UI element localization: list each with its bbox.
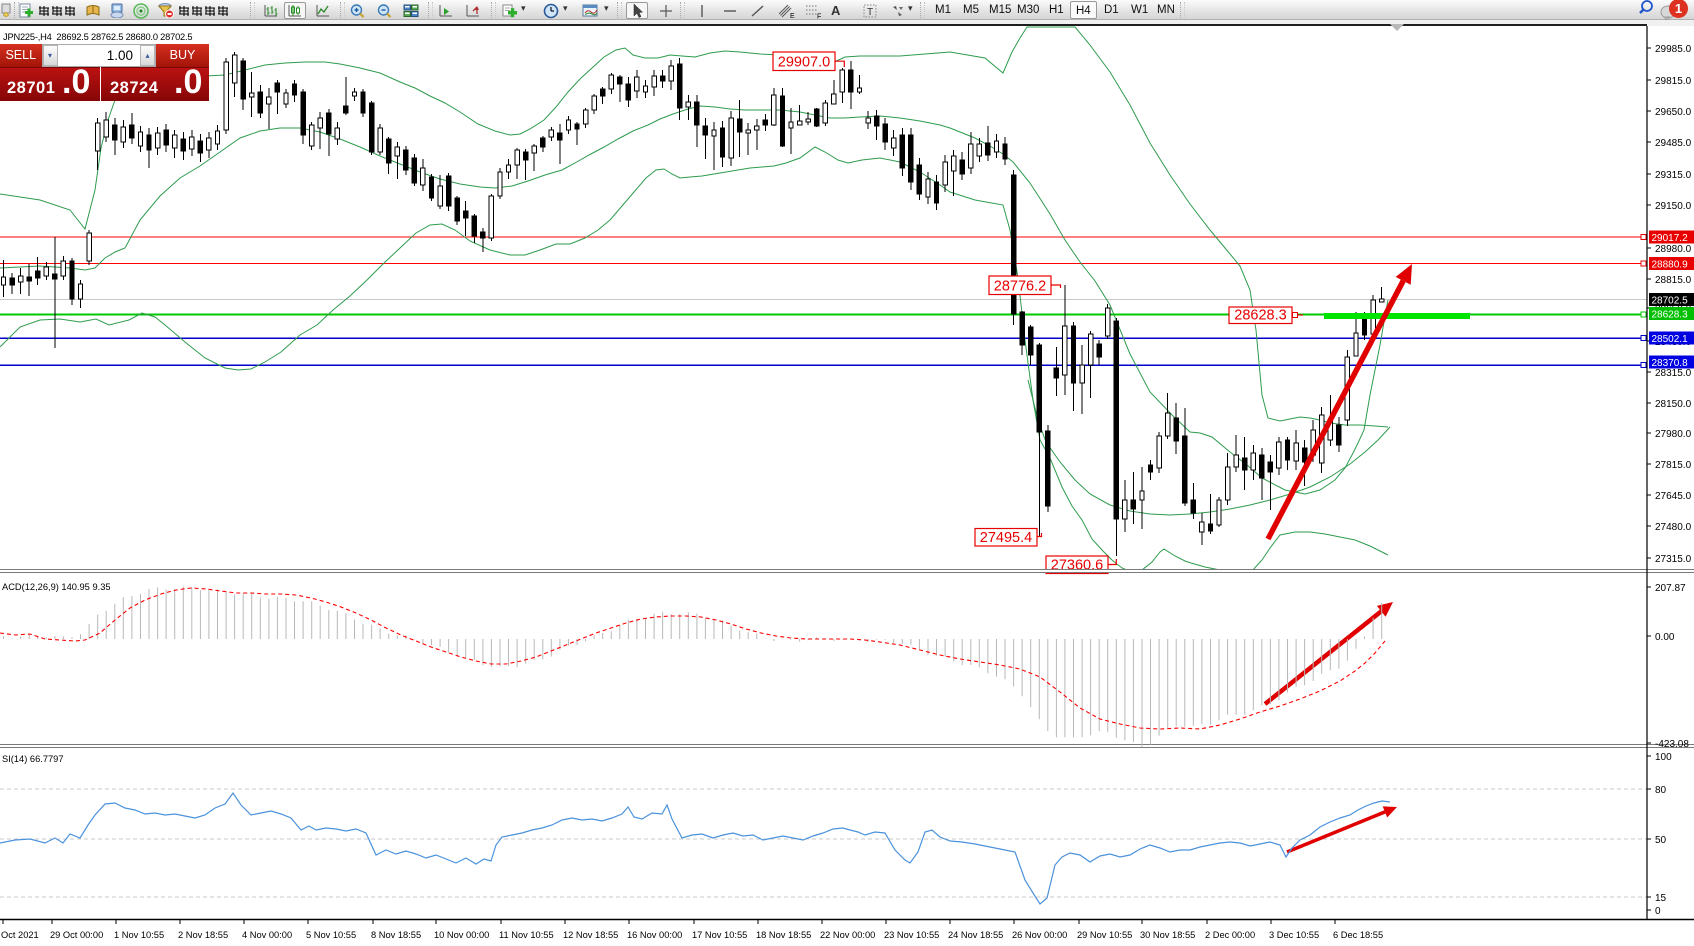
svg-text:28628.3: 28628.3 bbox=[1234, 308, 1286, 324]
svg-text:29 Oct 00:00: 29 Oct 00:00 bbox=[50, 930, 103, 940]
svg-text:17 Nov 10:55: 17 Nov 10:55 bbox=[692, 930, 747, 940]
svg-text:0: 0 bbox=[1655, 906, 1661, 917]
svg-text:2 Dec 00:00: 2 Dec 00:00 bbox=[1205, 930, 1255, 940]
svg-text:26 Nov 00:00: 26 Nov 00:00 bbox=[1012, 930, 1067, 940]
svg-text:F: F bbox=[817, 13, 821, 19]
svg-text:80: 80 bbox=[1655, 785, 1667, 796]
svg-text:4 Nov 00:00: 4 Nov 00:00 bbox=[242, 930, 292, 940]
svg-text:28776.2: 28776.2 bbox=[994, 279, 1046, 295]
svg-text:1 Nov 10:55: 1 Nov 10:55 bbox=[114, 930, 164, 940]
svg-text:28980.0: 28980.0 bbox=[1655, 244, 1692, 255]
svg-text:29150.0: 29150.0 bbox=[1655, 201, 1692, 212]
svg-text:29985.0: 29985.0 bbox=[1655, 44, 1692, 55]
svg-text:50: 50 bbox=[1655, 835, 1667, 846]
svg-text:SI(14) 66.7797: SI(14) 66.7797 bbox=[2, 754, 64, 764]
svg-text:16 Nov 00:00: 16 Nov 00:00 bbox=[627, 930, 682, 940]
svg-text:2 Nov 18:55: 2 Nov 18:55 bbox=[178, 930, 228, 940]
svg-text:22 Nov 00:00: 22 Nov 00:00 bbox=[820, 930, 875, 940]
svg-text:27480.0: 27480.0 bbox=[1655, 522, 1692, 533]
svg-text:27645.0: 27645.0 bbox=[1655, 491, 1692, 502]
svg-text:28502.1: 28502.1 bbox=[1652, 334, 1689, 345]
svg-text:27315.0: 27315.0 bbox=[1655, 554, 1692, 565]
svg-text:Oct 2021: Oct 2021 bbox=[1, 930, 39, 940]
svg-text:8 Nov 18:55: 8 Nov 18:55 bbox=[371, 930, 421, 940]
svg-text:18 Nov 18:55: 18 Nov 18:55 bbox=[756, 930, 811, 940]
svg-text:28150.0: 28150.0 bbox=[1655, 399, 1692, 410]
svg-text:29815.0: 29815.0 bbox=[1655, 76, 1692, 87]
svg-text:27815.0: 27815.0 bbox=[1655, 460, 1692, 471]
svg-text:12 Nov 18:55: 12 Nov 18:55 bbox=[563, 930, 618, 940]
svg-text:29315.0: 29315.0 bbox=[1655, 170, 1692, 181]
svg-text:28702.5: 28702.5 bbox=[1652, 296, 1689, 307]
svg-text:15: 15 bbox=[1655, 893, 1667, 904]
svg-text:28880.9: 28880.9 bbox=[1652, 260, 1689, 271]
svg-text:28315.0: 28315.0 bbox=[1655, 368, 1692, 379]
svg-text:0.00: 0.00 bbox=[1655, 632, 1675, 643]
svg-text:29 Nov 10:55: 29 Nov 10:55 bbox=[1077, 930, 1132, 940]
svg-text:27495.4: 27495.4 bbox=[980, 530, 1032, 546]
svg-text:24 Nov 18:55: 24 Nov 18:55 bbox=[948, 930, 1003, 940]
svg-text:29485.0: 29485.0 bbox=[1655, 138, 1692, 149]
svg-text:10 Nov 00:00: 10 Nov 00:00 bbox=[434, 930, 489, 940]
svg-text:29907.0: 29907.0 bbox=[778, 55, 830, 71]
svg-text:27980.0: 27980.0 bbox=[1655, 429, 1692, 440]
svg-text:E: E bbox=[790, 13, 795, 19]
svg-text:6 Dec 18:55: 6 Dec 18:55 bbox=[1333, 930, 1383, 940]
svg-text:ACD(12,26,9) 140.95 9.35: ACD(12,26,9) 140.95 9.35 bbox=[2, 582, 111, 592]
svg-text:30 Nov 18:55: 30 Nov 18:55 bbox=[1140, 930, 1195, 940]
svg-text:11 Nov 10:55: 11 Nov 10:55 bbox=[499, 930, 554, 940]
svg-text:T: T bbox=[867, 7, 873, 18]
svg-text:28370.8: 28370.8 bbox=[1652, 358, 1689, 369]
svg-text:-423.08: -423.08 bbox=[1655, 739, 1689, 750]
svg-text:JPN225-,H4 28692.5 28762.5 28: JPN225-,H4 28692.5 28762.5 28680.0 28702… bbox=[3, 32, 192, 42]
svg-text:28628.3: 28628.3 bbox=[1652, 310, 1689, 321]
svg-text:28815.0: 28815.0 bbox=[1655, 275, 1692, 286]
svg-text:29650.0: 29650.0 bbox=[1655, 107, 1692, 118]
svg-text:23 Nov 10:55: 23 Nov 10:55 bbox=[884, 930, 939, 940]
svg-text:5 Nov 10:55: 5 Nov 10:55 bbox=[306, 930, 356, 940]
svg-text:3 Dec 10:55: 3 Dec 10:55 bbox=[1269, 930, 1319, 940]
svg-text:207.87: 207.87 bbox=[1655, 583, 1686, 594]
svg-text:100: 100 bbox=[1655, 752, 1672, 763]
svg-text:29017.2: 29017.2 bbox=[1652, 233, 1689, 244]
